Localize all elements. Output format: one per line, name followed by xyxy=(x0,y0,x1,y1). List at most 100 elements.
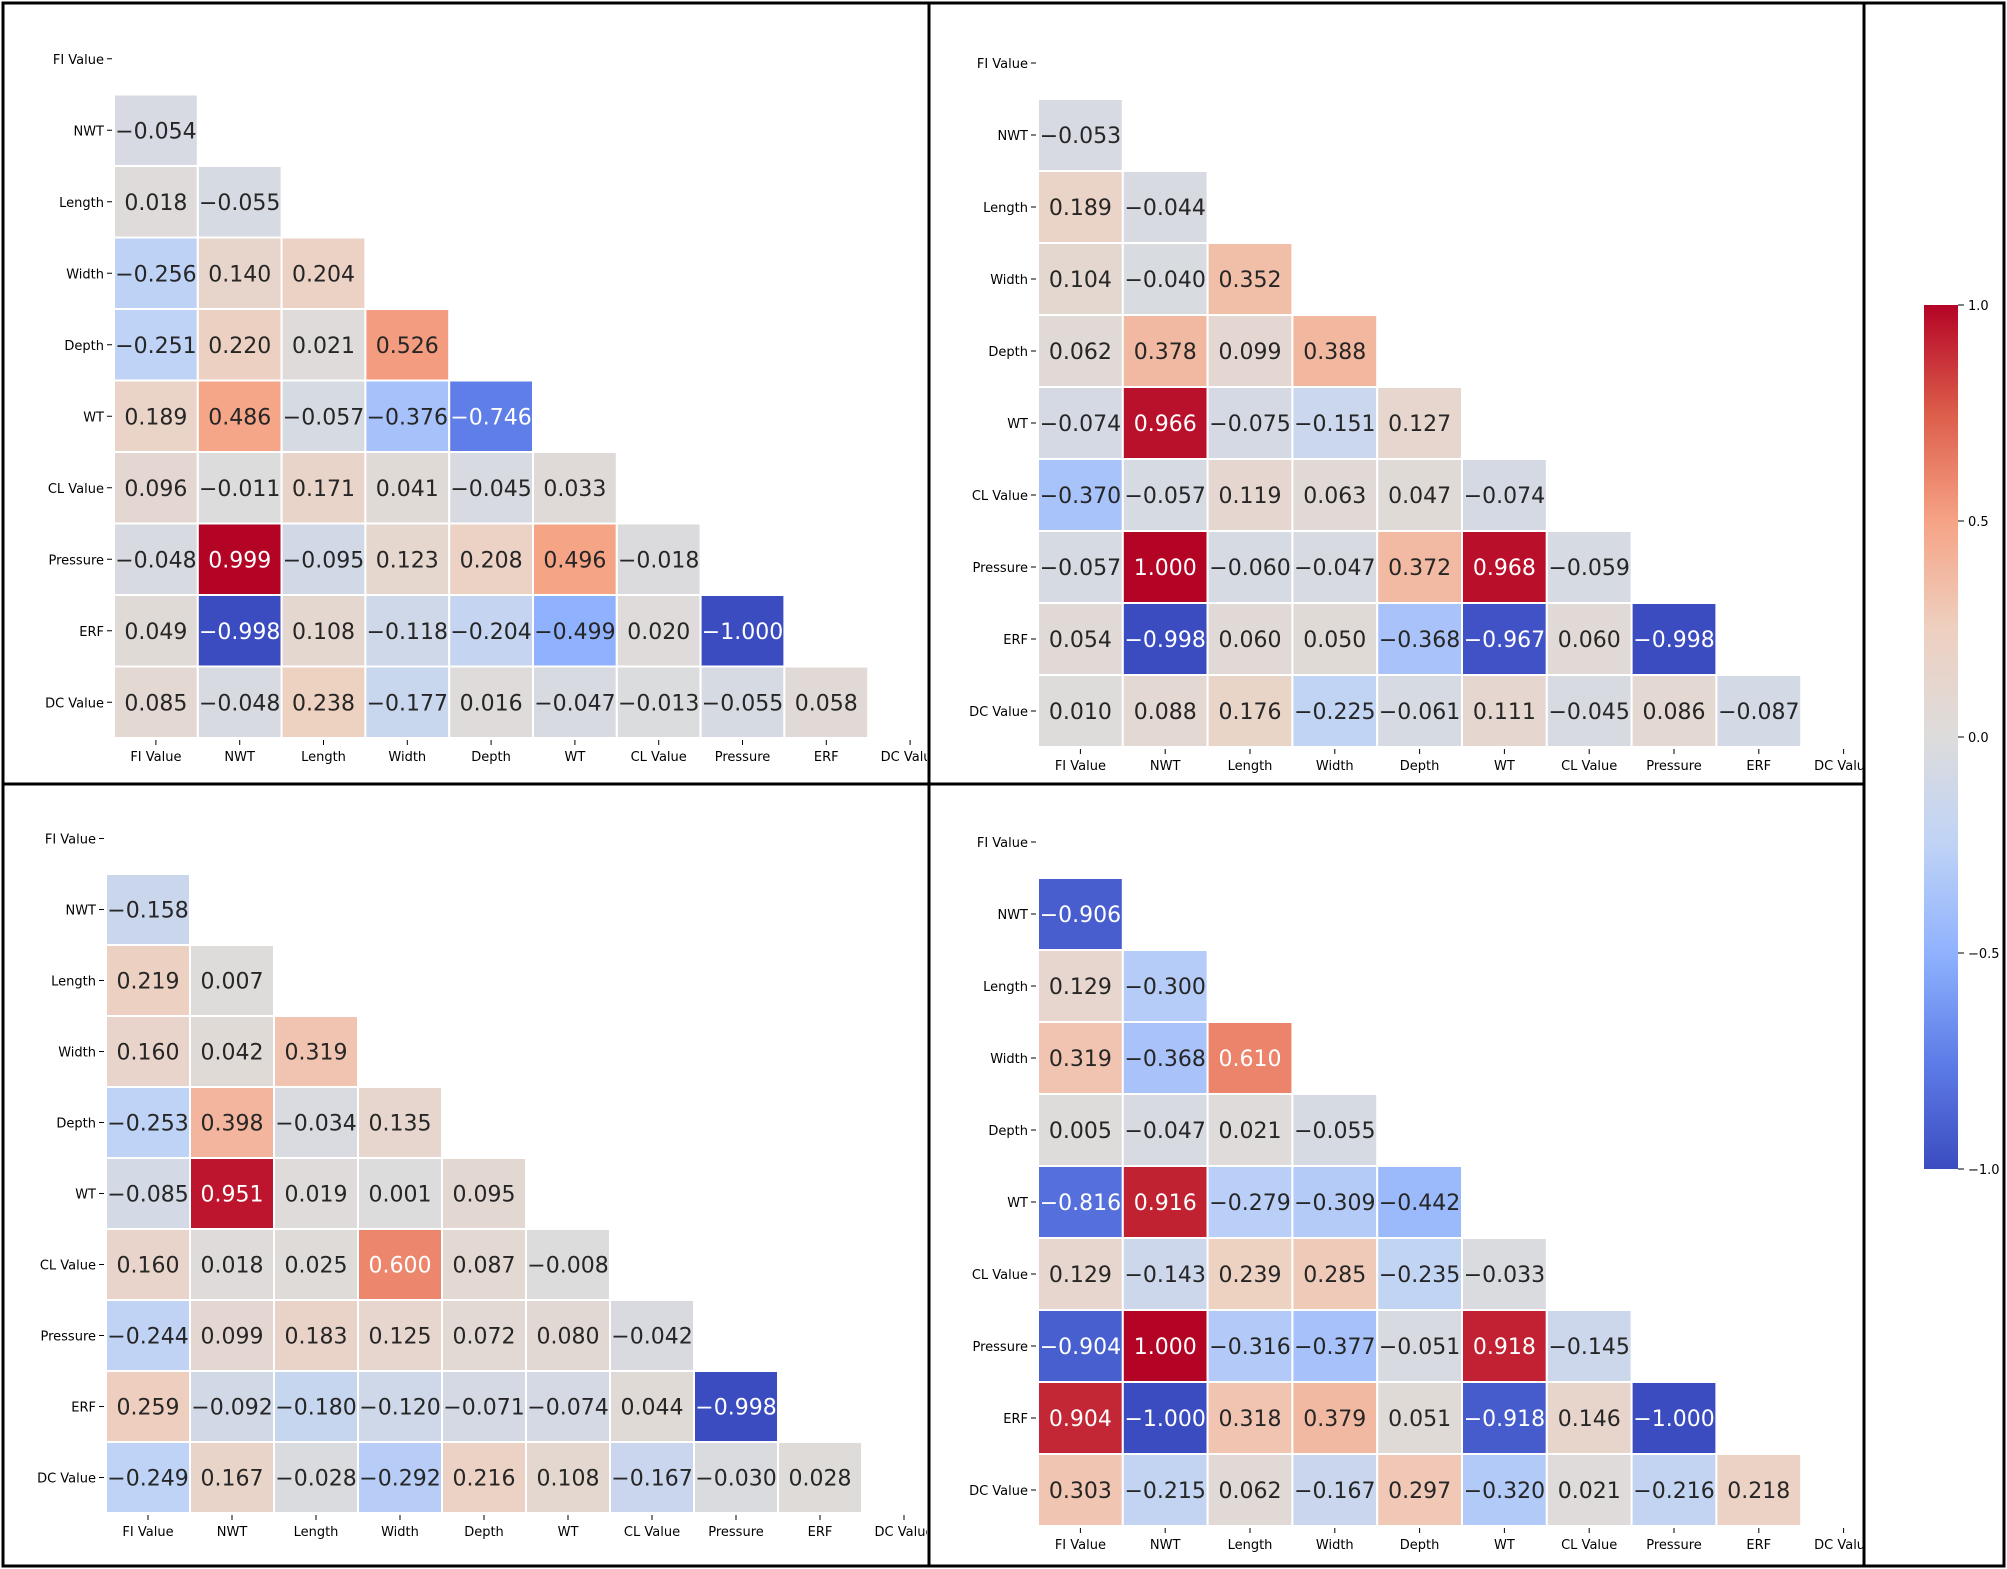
heatmap-bottom-left: −0.158 0.219 0.007 0.160 0.042 0.319 −0.253 0.3… xyxy=(37,833,927,1541)
heatmap-cell xyxy=(357,1157,443,1230)
cell-value-label: −0.292 xyxy=(359,1467,440,1492)
cell-value-label: −0.816 xyxy=(1040,1191,1121,1216)
cell-value-label: 0.028 xyxy=(789,1467,852,1492)
colorbar-tick-label: −1.0 xyxy=(1968,1163,2000,1178)
cell-value-label: −0.998 xyxy=(695,1396,776,1421)
x-tick-label: Length xyxy=(301,750,346,765)
cell-value-label: 0.526 xyxy=(376,334,439,359)
heatmap-cell xyxy=(357,1370,443,1443)
heatmap-cell xyxy=(1715,1453,1803,1527)
heatmap-cell xyxy=(364,522,451,596)
heatmap-cell xyxy=(280,451,367,525)
y-tick-label: ERF xyxy=(71,1401,96,1416)
y-tick-label: WT xyxy=(83,410,104,425)
cell-value-label: 0.021 xyxy=(292,334,355,359)
cell-value-label: −0.074 xyxy=(1464,484,1545,509)
x-tick-label: Pressure xyxy=(708,1525,764,1540)
x-tick-label: DC Value xyxy=(1814,1538,1873,1553)
y-tick-label: WT xyxy=(75,1188,96,1203)
heatmap-cell xyxy=(1037,877,1124,951)
cell-value-label: 0.167 xyxy=(201,1467,264,1492)
heatmap-cell xyxy=(196,379,283,453)
cell-value-label: 0.108 xyxy=(537,1467,600,1492)
cell-value-label: −0.167 xyxy=(611,1467,692,1492)
heatmap-cell xyxy=(196,665,283,739)
heatmap-cell xyxy=(196,165,283,239)
cell-value-label: 0.087 xyxy=(453,1254,516,1279)
cell-value-label: −0.158 xyxy=(107,899,188,924)
colorbar: 1.0 0.5 0.0 −0.5 −1.0 xyxy=(1924,299,2000,1178)
cell-value-label: −0.018 xyxy=(618,548,699,573)
cell-value-label: 0.966 xyxy=(1134,412,1197,437)
heatmap-cell xyxy=(1461,602,1548,676)
heatmap-cell xyxy=(113,93,199,167)
cell-value-label: −0.204 xyxy=(450,620,531,645)
y-tick-label: NWT xyxy=(65,904,96,919)
x-tick-label: Length xyxy=(294,1525,339,1540)
cell-value-label: 0.259 xyxy=(117,1396,180,1421)
cell-value-label: 0.388 xyxy=(1303,340,1366,365)
heatmap-cell xyxy=(525,1441,611,1514)
cell-value-label: 0.951 xyxy=(201,1183,264,1208)
heatmap-cell xyxy=(273,1157,359,1230)
y-tick-label: NWT xyxy=(73,124,104,139)
cell-value-label: 0.060 xyxy=(1558,628,1621,653)
heatmap-cell xyxy=(1291,1093,1379,1167)
heatmap-cell xyxy=(1121,458,1209,532)
y-tick-label: FI Value xyxy=(53,53,104,68)
cell-value-label: −0.368 xyxy=(1379,628,1460,653)
cell-value-label: −0.279 xyxy=(1209,1191,1290,1216)
heatmap-cell xyxy=(1206,1237,1294,1311)
heatmap-cell xyxy=(1630,1453,1718,1527)
cell-value-label: −0.235 xyxy=(1379,1263,1460,1288)
cell-value-label: −0.316 xyxy=(1209,1335,1290,1360)
x-tick-label: NWT xyxy=(224,750,255,765)
cell-value-label: 0.303 xyxy=(1049,1479,1112,1504)
x-tick-label: FI Value xyxy=(1055,1538,1106,1553)
cell-value-label: −1.000 xyxy=(702,620,783,645)
y-tick-label: CL Value xyxy=(40,1259,96,1274)
cell-value-label: 0.051 xyxy=(1388,1407,1451,1432)
cell-value-label: 0.088 xyxy=(1134,700,1197,725)
x-tick-label: DC Value xyxy=(881,750,940,765)
x-tick-label: WT xyxy=(1494,759,1515,774)
cell-value-label: 0.021 xyxy=(1219,1119,1282,1144)
x-tick-label: NWT xyxy=(217,1525,248,1540)
heatmap-cell xyxy=(1121,242,1209,316)
cell-value-label: 0.160 xyxy=(117,1254,180,1279)
cell-value-label: −0.167 xyxy=(1294,1479,1375,1504)
heatmap-cell xyxy=(105,1157,191,1230)
heatmap-cell xyxy=(448,379,535,453)
heatmap-cell xyxy=(1376,674,1463,748)
x-tick-label: Width xyxy=(381,1525,419,1540)
cell-value-label: 0.916 xyxy=(1134,1191,1197,1216)
colorbar-tick-label: −0.5 xyxy=(1968,947,2000,962)
cell-value-label: 0.183 xyxy=(285,1325,348,1350)
heatmap-cell xyxy=(1206,242,1294,316)
heatmap-cell xyxy=(113,665,199,739)
cell-value-label: −0.918 xyxy=(1464,1407,1545,1432)
y-tick-label: Width xyxy=(990,273,1028,288)
y-tick-label: FI Value xyxy=(977,57,1028,72)
y-tick-label: Width xyxy=(990,1052,1028,1067)
heatmap-cell xyxy=(693,1441,779,1514)
cell-value-label: 0.318 xyxy=(1219,1407,1282,1432)
heatmap-cell xyxy=(357,1441,443,1514)
cell-value-label: −0.376 xyxy=(367,405,448,430)
cell-value-label: 0.042 xyxy=(201,1041,264,1066)
cell-value-label: −0.074 xyxy=(527,1396,608,1421)
cell-value-label: 0.047 xyxy=(1388,484,1451,509)
heatmap-cell xyxy=(189,1228,275,1301)
cell-value-label: −0.251 xyxy=(115,334,196,359)
y-tick-label: Length xyxy=(59,196,104,211)
cell-value-label: −0.253 xyxy=(107,1112,188,1137)
y-tick-label: Pressure xyxy=(40,1330,96,1345)
cell-value-label: 0.054 xyxy=(1049,628,1112,653)
cell-value-label: 0.018 xyxy=(201,1254,264,1279)
heatmap-cell xyxy=(1291,602,1379,676)
cell-value-label: 0.119 xyxy=(1219,484,1282,509)
heatmap-cell xyxy=(113,308,199,382)
cell-value-label: 0.486 xyxy=(208,405,271,430)
x-tick-label: Depth xyxy=(1400,1538,1440,1553)
heatmap-cell xyxy=(699,594,786,668)
